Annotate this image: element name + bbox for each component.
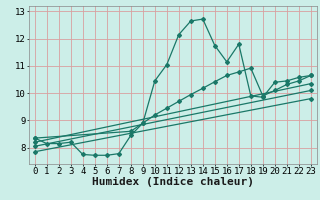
X-axis label: Humidex (Indice chaleur): Humidex (Indice chaleur) xyxy=(92,177,254,187)
